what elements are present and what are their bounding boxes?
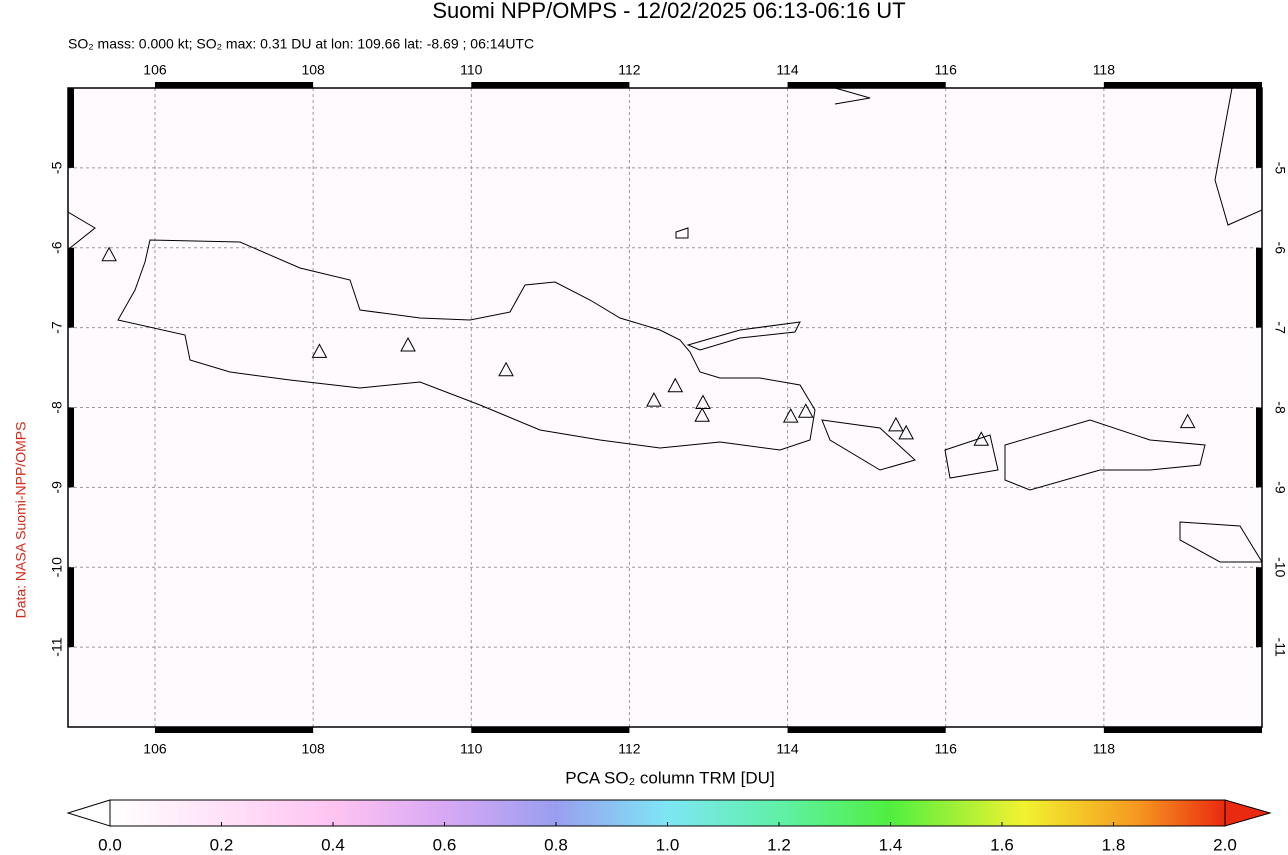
- frame-bar-right: [1256, 88, 1262, 168]
- coastlines: [68, 88, 1262, 563]
- credit: Data: NASA Suomi-NPP/OMPS: [13, 422, 29, 619]
- x-tick-label-bottom: 110: [460, 741, 483, 757]
- coast-sumatra: [68, 211, 96, 249]
- y-tick-label-right: -6: [1272, 242, 1288, 255]
- x-tick-label-top: 110: [460, 62, 483, 78]
- x-tick-label-bottom: 118: [1093, 741, 1116, 757]
- frame-bar-left: [68, 88, 74, 168]
- x-tick-label-top: 114: [776, 62, 799, 78]
- volcano: [498, 361, 514, 377]
- x-tick-label-bottom: 116: [935, 741, 958, 757]
- frame-bar-top: [787, 82, 946, 88]
- frame-bar-bottom: [154, 727, 314, 733]
- frame-bar-left: [68, 407, 74, 488]
- colorbar-tick-label: 0.2: [210, 835, 234, 854]
- volcano: [646, 392, 662, 407]
- coast-sumbawa: [1004, 419, 1206, 491]
- x-tick-label-bottom: 106: [143, 741, 167, 757]
- grid-layer: [68, 88, 1262, 727]
- x-tick-label-top: 106: [143, 62, 167, 78]
- x-tick-label-top: 108: [301, 62, 325, 78]
- frame-bar-top: [1103, 82, 1262, 88]
- frame-layer: [68, 82, 1262, 733]
- volcano: [888, 416, 904, 432]
- coast-madura: [686, 321, 801, 351]
- coast-borneo: [834, 88, 871, 105]
- coast-sumba: [1179, 521, 1262, 563]
- colorbar-tick-label: 0.4: [321, 835, 345, 854]
- x-tick-label-bottom: 114: [776, 741, 799, 757]
- frame-bar-bottom: [471, 727, 630, 733]
- y-tick-label-left: -11: [49, 637, 65, 656]
- y-tick-label-right: -11: [1272, 638, 1288, 657]
- frame-bar-bottom: [1103, 727, 1262, 733]
- colorbar-tick-label: 2.0: [1213, 835, 1237, 854]
- x-tick-label-top: 118: [1093, 62, 1116, 78]
- volcano: [400, 336, 416, 352]
- x-tick-label-top: 112: [618, 62, 641, 78]
- volcano: [973, 431, 990, 446]
- y-tick-label-right: -7: [1272, 321, 1288, 334]
- coast-sulawesi: [1214, 88, 1262, 226]
- volcano-layer: [101, 246, 1196, 446]
- colorbar-tick-label: 1.2: [767, 835, 791, 854]
- colorbar-low-arrow: [66, 799, 111, 827]
- colorbar-tick-label: 0.8: [544, 835, 568, 854]
- colorbar-tick-label: 0.6: [433, 835, 457, 854]
- x-tick-label-top: 116: [935, 62, 958, 78]
- colorbar-tick-label: 1.4: [879, 835, 903, 854]
- frame-bar-right: [1256, 247, 1262, 328]
- frame-bar-bottom: [787, 727, 946, 733]
- frame-bar-right: [1256, 567, 1262, 648]
- y-tick-label-left: -10: [49, 557, 65, 577]
- coast-java: [117, 239, 816, 451]
- volcano: [311, 343, 328, 358]
- y-tick-label-left: -8: [49, 401, 65, 414]
- y-tick-label-right: -10: [1272, 557, 1288, 577]
- subtitle: SO₂ mass: 0.000 kt; SO₂ max: 0.31 DU at …: [68, 36, 534, 52]
- coast-bawean: [675, 227, 689, 239]
- volcano: [667, 377, 684, 393]
- x-tick-label-bottom: 112: [618, 741, 641, 757]
- frame-bar-top: [471, 82, 630, 88]
- y-tick-label-right: -8: [1272, 401, 1288, 414]
- volcano: [1179, 413, 1196, 429]
- volcano: [695, 394, 711, 410]
- colorbar-label: PCA SO₂ column TRM [DU]: [565, 768, 774, 787]
- x-tick-label-bottom: 108: [301, 741, 325, 757]
- y-tick-label-left: -7: [49, 321, 65, 334]
- y-tick-label-right: -5: [1272, 162, 1288, 175]
- colorbar-tick-label: 1.6: [990, 835, 1014, 854]
- volcano: [782, 408, 799, 423]
- frame-bar-left: [68, 247, 74, 328]
- colorbar-high-arrow: [1224, 799, 1272, 827]
- volcano: [101, 246, 117, 262]
- y-tick-label-right: -9: [1272, 481, 1288, 494]
- colorbar-tick-label: 1.8: [1102, 835, 1126, 854]
- y-tick-label-left: -6: [49, 241, 65, 254]
- y-tick-label-left: -5: [49, 161, 65, 174]
- title: Suomi NPP/OMPS - 12/02/2025 06:13-06:16 …: [432, 0, 905, 23]
- coast-lombok: [944, 434, 999, 479]
- volcano: [694, 407, 711, 422]
- colorbar-tick-label: 0.0: [98, 835, 122, 854]
- frame-bar-left: [68, 567, 74, 648]
- frame-bar-right: [1256, 407, 1262, 488]
- y-tick-label-left: -9: [49, 481, 65, 494]
- volcano: [797, 403, 814, 418]
- frame-bar-top: [154, 82, 314, 88]
- volcano: [898, 424, 915, 440]
- colorbar-tick-label: 1.0: [656, 835, 680, 854]
- coast-bali: [821, 419, 916, 471]
